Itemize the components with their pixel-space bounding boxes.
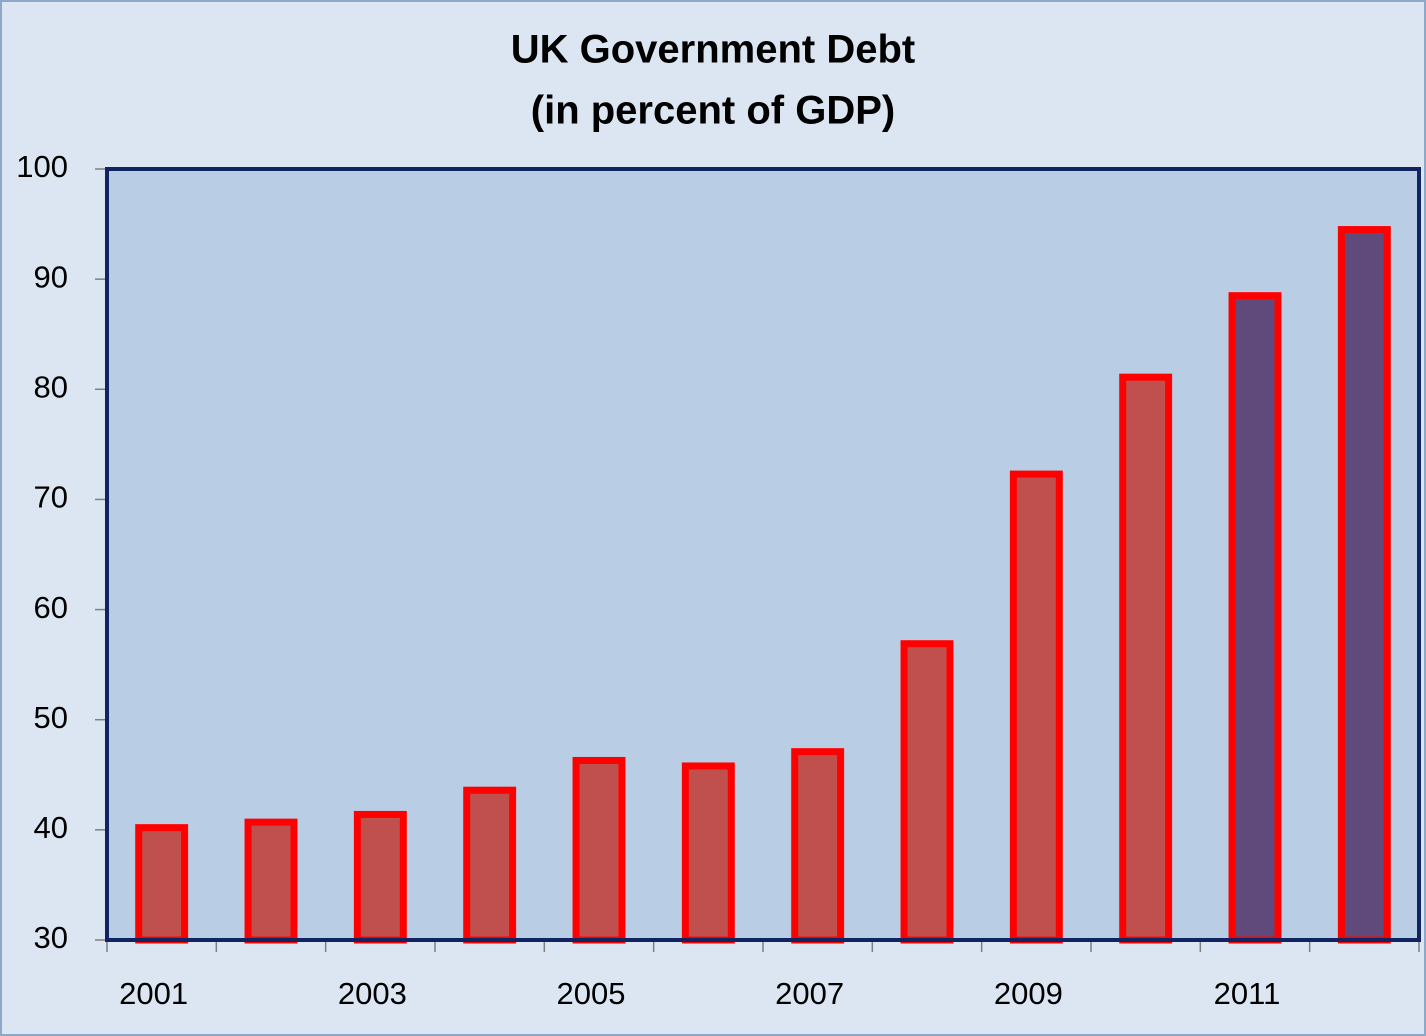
y-tick-label: 60 [34, 590, 68, 625]
bar [681, 762, 735, 944]
x-tick-label: 2005 [557, 976, 626, 1011]
bar [900, 640, 954, 944]
bar [1337, 226, 1391, 944]
x-tick-label: 2009 [994, 976, 1063, 1011]
y-tick-label: 50 [34, 700, 68, 735]
bar [463, 786, 517, 944]
bar [791, 748, 845, 944]
y-tick-label: 90 [34, 259, 68, 294]
bar [244, 818, 298, 944]
y-tick-label: 30 [34, 920, 68, 955]
x-tick-label: 2001 [119, 976, 188, 1011]
bar [1009, 470, 1063, 944]
y-tick-label: 100 [16, 149, 68, 184]
y-tick-label: 70 [34, 480, 68, 515]
plot-area [107, 169, 1419, 940]
y-tick-label: 40 [34, 810, 68, 845]
bar [135, 824, 189, 944]
chart-title: UK Government Debt [511, 28, 916, 72]
chart-subtitle: (in percent of GDP) [531, 89, 895, 133]
x-tick-label: 2007 [775, 976, 844, 1011]
bar [572, 756, 626, 944]
x-tick-label: 2011 [1214, 976, 1281, 1011]
bar [1228, 292, 1282, 944]
bar [1119, 373, 1173, 944]
x-tick-label: 2003 [338, 976, 407, 1011]
bar [353, 810, 407, 944]
y-tick-label: 80 [34, 369, 68, 404]
